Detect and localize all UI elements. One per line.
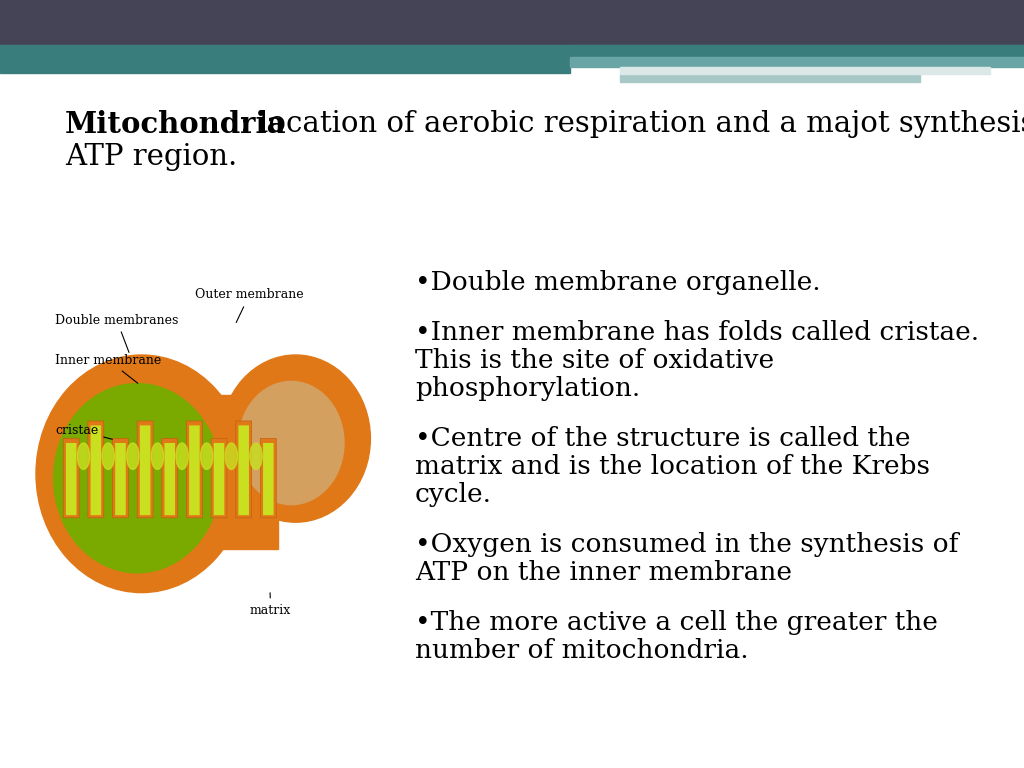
Bar <box>570 45 1024 57</box>
Bar <box>0 0 1024 45</box>
FancyBboxPatch shape <box>186 421 203 518</box>
FancyBboxPatch shape <box>211 439 227 518</box>
Ellipse shape <box>78 443 90 469</box>
Text: •The more active a cell the greater the: •The more active a cell the greater the <box>415 610 938 635</box>
FancyBboxPatch shape <box>66 443 77 515</box>
FancyBboxPatch shape <box>239 425 249 515</box>
FancyBboxPatch shape <box>140 425 151 515</box>
FancyBboxPatch shape <box>63 439 79 518</box>
Bar <box>620 67 990 74</box>
Ellipse shape <box>201 443 213 469</box>
Ellipse shape <box>127 443 139 469</box>
Ellipse shape <box>53 383 221 573</box>
FancyBboxPatch shape <box>113 439 128 518</box>
Text: Inner membrane: Inner membrane <box>55 353 161 383</box>
Text: ATP on the inner membrane: ATP on the inner membrane <box>415 560 792 585</box>
Bar <box>164 395 278 548</box>
FancyBboxPatch shape <box>165 443 175 515</box>
Text: cycle.: cycle. <box>415 482 492 507</box>
Ellipse shape <box>239 382 344 505</box>
FancyBboxPatch shape <box>162 439 178 518</box>
FancyBboxPatch shape <box>260 439 276 518</box>
Bar <box>620 74 920 82</box>
Text: •Centre of the structure is called the: •Centre of the structure is called the <box>415 426 910 451</box>
FancyBboxPatch shape <box>263 443 273 515</box>
Ellipse shape <box>176 443 188 469</box>
Text: : location of aerobic respiration and a majot synthesis of: : location of aerobic respiration and a … <box>240 110 1024 138</box>
FancyBboxPatch shape <box>137 421 153 518</box>
Text: •Inner membrane has folds called cristae.: •Inner membrane has folds called cristae… <box>415 320 979 345</box>
Text: ATP region.: ATP region. <box>65 143 238 171</box>
Ellipse shape <box>152 443 164 469</box>
Text: matrix: matrix <box>250 593 291 617</box>
FancyBboxPatch shape <box>90 425 101 515</box>
Text: Mitochondria: Mitochondria <box>65 110 287 139</box>
Text: Outer membrane: Outer membrane <box>195 289 304 323</box>
Text: •Oxygen is consumed in the synthesis of: •Oxygen is consumed in the synthesis of <box>415 532 958 557</box>
Ellipse shape <box>36 355 247 593</box>
Ellipse shape <box>250 443 262 469</box>
Ellipse shape <box>225 443 238 469</box>
Text: phosphorylation.: phosphorylation. <box>415 376 640 401</box>
Ellipse shape <box>221 355 371 522</box>
FancyBboxPatch shape <box>115 443 126 515</box>
FancyBboxPatch shape <box>236 421 252 518</box>
Bar <box>570 57 1024 67</box>
FancyBboxPatch shape <box>189 425 200 515</box>
FancyBboxPatch shape <box>88 421 103 518</box>
Bar <box>0 45 1024 63</box>
Bar <box>0 63 570 73</box>
FancyBboxPatch shape <box>214 443 224 515</box>
Text: cristae: cristae <box>55 423 113 439</box>
Text: This is the site of oxidative: This is the site of oxidative <box>415 348 774 373</box>
Ellipse shape <box>102 443 115 469</box>
Text: •Double membrane organelle.: •Double membrane organelle. <box>415 270 820 295</box>
Text: Double membranes: Double membranes <box>55 313 178 353</box>
Text: number of mitochondria.: number of mitochondria. <box>415 638 749 663</box>
Text: matrix and is the location of the Krebs: matrix and is the location of the Krebs <box>415 454 930 479</box>
